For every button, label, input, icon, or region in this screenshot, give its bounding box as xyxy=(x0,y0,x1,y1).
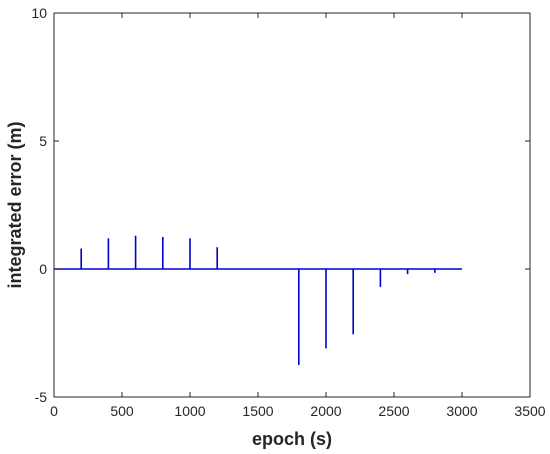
series-layer xyxy=(54,235,462,365)
y-tick-label: -5 xyxy=(35,389,48,405)
x-tick-label: 500 xyxy=(110,403,134,419)
x-tick-label: 3500 xyxy=(514,403,545,419)
x-axis-label: epoch (s) xyxy=(252,429,332,449)
y-tick-label: 10 xyxy=(31,5,47,21)
y-axis-label: integrated error (m) xyxy=(5,121,25,288)
x-tick-label: 3000 xyxy=(446,403,477,419)
x-tick-label: 0 xyxy=(50,403,58,419)
plot-area xyxy=(54,13,530,397)
x-tick-label: 2500 xyxy=(378,403,409,419)
y-tick-label: 5 xyxy=(39,133,47,149)
axis-layer xyxy=(53,12,531,398)
x-tick-label: 1000 xyxy=(174,403,205,419)
y-tick-label: 0 xyxy=(39,261,47,277)
x-tick-label: 2000 xyxy=(310,403,341,419)
x-tick-label: 1500 xyxy=(242,403,273,419)
axes-box xyxy=(53,12,531,398)
